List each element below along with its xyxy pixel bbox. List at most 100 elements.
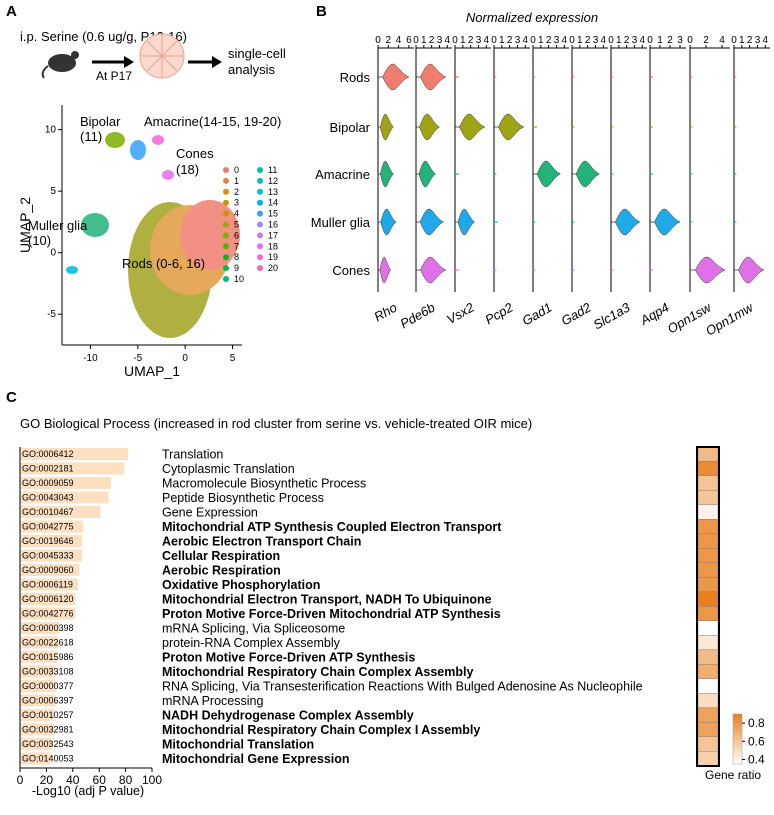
legend-label: 15 <box>268 209 278 219</box>
go-id: GO:0009059 <box>22 478 74 488</box>
term-label: Gene Expression <box>162 506 258 520</box>
x-tick-label: 3 <box>755 35 761 46</box>
legend-label: 12 <box>268 176 278 186</box>
violin <box>378 208 397 236</box>
bar <box>20 491 109 504</box>
term-label: protein-RNA Complex Assembly <box>162 636 341 650</box>
panel-label: A <box>6 3 17 20</box>
x-tick-label: 0 <box>687 35 693 46</box>
x-label: UMAP_1 <box>124 363 180 379</box>
bar <box>20 448 129 460</box>
bar <box>20 752 51 765</box>
row-label: Bipolar <box>330 120 371 135</box>
heat-cell <box>697 707 719 723</box>
x-tick-label: 3 <box>632 35 638 46</box>
x-tick-label: 4 <box>640 35 646 46</box>
go-id: GO:0009060 <box>22 565 74 575</box>
colorbar-label: 0.8 <box>748 716 765 730</box>
gene-label: Opn1mw <box>703 299 757 339</box>
x-tick-label: 0 <box>530 35 536 46</box>
panel-label: B <box>316 3 327 20</box>
go-id: GO:0140053 <box>22 754 74 764</box>
violin <box>611 208 641 236</box>
x-tick-label: 5 <box>230 353 236 364</box>
legend-label: 5 <box>234 220 239 230</box>
x-tick-label: 1 <box>616 35 622 46</box>
x-tick-label: 4 <box>396 35 402 46</box>
violin <box>416 113 440 141</box>
x-tick-label: 0 <box>647 35 653 46</box>
x-tick-label: 20 <box>40 773 54 787</box>
chart-title: GO Biological Process (increased in rod … <box>20 416 532 431</box>
go-id: GO:0006397 <box>22 696 74 706</box>
annotation: Bipolar <box>80 114 121 129</box>
go-id: GO:0006119 <box>22 580 73 590</box>
heat-cell <box>697 519 719 534</box>
x-tick-label: 4 <box>763 35 769 46</box>
legend-label: 2 <box>234 187 239 197</box>
legend-swatch <box>257 177 263 184</box>
y-tick-label: 0 <box>50 248 56 259</box>
bar <box>20 709 55 721</box>
bar <box>20 636 59 649</box>
heat-cell <box>697 649 719 665</box>
x-tick-label: 2 <box>429 35 435 46</box>
heat-cell <box>697 664 719 679</box>
legend-swatch <box>257 254 263 261</box>
go-id: GO:0022618 <box>22 638 74 648</box>
bar <box>20 564 80 576</box>
legend-swatch <box>257 243 263 250</box>
row-label: Muller glia <box>311 215 371 230</box>
bar <box>20 462 125 475</box>
colorbar-label: 0.6 <box>748 734 765 748</box>
bar <box>20 506 101 518</box>
go-id: GO:0033108 <box>22 667 74 677</box>
go-id: GO:0000377 <box>22 681 74 691</box>
legend-swatch <box>223 265 229 272</box>
y-tick-label: 10 <box>45 125 57 136</box>
go-id: GO:0045333 <box>22 551 74 561</box>
y-tick-label: 5 <box>50 186 56 197</box>
heat-cell <box>697 533 719 549</box>
annotation: Cones <box>176 146 214 161</box>
go-id: GO:0010257 <box>22 710 74 720</box>
legend-swatch <box>223 167 229 173</box>
legend-label: 20 <box>268 263 278 273</box>
go-id: GO:0032981 <box>22 725 74 735</box>
legend-label: 10 <box>234 274 244 284</box>
heat-cell <box>697 490 719 505</box>
x-tick-label: 0 <box>375 35 381 46</box>
x-label: -Log10 (adj P value) <box>32 784 144 798</box>
go-id: GO:0002181 <box>22 464 74 474</box>
annotation: Rods (0-6, 16) <box>122 256 205 271</box>
heat-cell <box>697 620 719 636</box>
violin <box>378 160 394 188</box>
legend-label: 18 <box>268 241 278 251</box>
x-tick-label: 2 <box>747 35 753 46</box>
x-tick-label: 0 <box>17 773 24 787</box>
x-tick-label: 1 <box>577 35 583 46</box>
legend-swatch <box>257 210 263 217</box>
x-tick-label: -10 <box>83 353 98 364</box>
gene-label: Pcp2 <box>482 299 516 327</box>
x-tick-label: 1 <box>739 35 745 46</box>
bar <box>20 593 76 605</box>
legend-swatch <box>223 199 229 206</box>
annotation: (18) <box>176 162 199 177</box>
legend-swatch <box>223 188 229 195</box>
bar <box>20 680 56 692</box>
heat-cell <box>697 606 719 621</box>
x-tick-label: 0 <box>569 35 575 46</box>
umap-cells <box>66 132 240 338</box>
x-tick-label: 0 <box>491 35 497 46</box>
heat-cell <box>697 751 719 766</box>
gene-label: Vsx2 <box>444 299 477 327</box>
x-tick-label: 1 <box>460 35 466 46</box>
heat-cell <box>697 736 719 752</box>
y-label: UMAP_2 <box>17 197 33 253</box>
violin <box>690 256 726 284</box>
gene-label: Slc1a3 <box>591 299 634 332</box>
bar <box>20 607 76 620</box>
gene-label: Rho <box>371 300 399 325</box>
